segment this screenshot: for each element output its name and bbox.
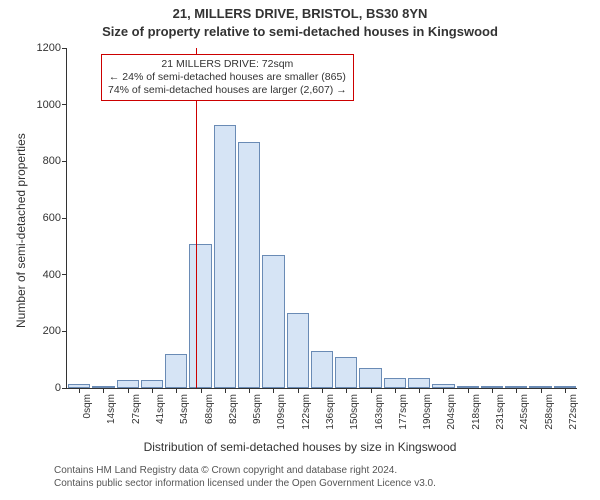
y-tick-label: 400 [43, 269, 61, 281]
y-axis-label: Number of semi-detached properties [14, 133, 28, 328]
x-tick-label: 27sqm [131, 394, 142, 424]
footer-line: Contains public sector information licen… [54, 477, 436, 490]
histogram-bar [238, 142, 260, 389]
x-tick [371, 388, 372, 393]
x-axis-label: Distribution of semi-detached houses by … [0, 440, 600, 454]
x-tick [176, 388, 177, 393]
attribution-footer: Contains HM Land Registry data © Crown c… [54, 464, 436, 490]
annotation-line: 21 MILLERS DRIVE: 72sqm [108, 58, 347, 71]
y-tick-label: 1000 [37, 99, 61, 111]
histogram-bar [384, 378, 406, 388]
x-tick-label: 245sqm [519, 394, 530, 430]
x-tick [225, 388, 226, 393]
x-tick [346, 388, 347, 393]
x-tick [492, 388, 493, 393]
x-tick-label: 218sqm [471, 394, 482, 430]
x-tick [273, 388, 274, 393]
histogram-bar [262, 255, 284, 388]
x-tick-label: 122sqm [301, 394, 312, 430]
x-tick [541, 388, 542, 393]
x-tick-label: 204sqm [446, 394, 457, 430]
histogram-bar [311, 351, 333, 388]
x-tick-label: 258sqm [544, 394, 555, 430]
histogram-bar [117, 380, 139, 389]
y-tick [62, 218, 67, 219]
y-tick-label: 0 [55, 382, 61, 394]
x-tick [298, 388, 299, 393]
x-tick-label: 177sqm [398, 394, 409, 430]
histogram-bar [359, 368, 381, 388]
y-tick [62, 161, 67, 162]
x-tick-label: 82sqm [228, 394, 239, 424]
x-tick-label: 150sqm [349, 394, 360, 430]
x-tick-label: 41sqm [155, 394, 166, 424]
histogram-bar [214, 125, 236, 389]
y-tick [62, 388, 67, 389]
x-tick-label: 190sqm [422, 394, 433, 430]
histogram-bar [165, 354, 187, 388]
x-tick-label: 109sqm [276, 394, 287, 430]
x-tick [79, 388, 80, 393]
x-tick-label: 68sqm [204, 394, 215, 424]
x-tick [419, 388, 420, 393]
x-tick [516, 388, 517, 393]
y-tick-label: 200 [43, 325, 61, 337]
x-tick [201, 388, 202, 393]
histogram-bar [189, 244, 211, 389]
y-tick-label: 800 [43, 155, 61, 167]
x-tick-label: 136sqm [325, 394, 336, 430]
x-tick-label: 272sqm [568, 394, 579, 430]
y-tick-label: 1200 [37, 42, 61, 54]
x-tick-label: 0sqm [82, 394, 93, 418]
annotation-line: 74% of semi-detached houses are larger (… [108, 84, 347, 97]
x-tick [395, 388, 396, 393]
x-tick [128, 388, 129, 393]
x-tick-label: 95sqm [252, 394, 263, 424]
x-tick [443, 388, 444, 393]
y-tick [62, 274, 67, 275]
footer-line: Contains HM Land Registry data © Crown c… [54, 464, 436, 477]
x-tick-label: 14sqm [106, 394, 117, 424]
x-tick-label: 231sqm [495, 394, 506, 430]
chart-subtitle: Size of property relative to semi-detach… [0, 24, 600, 39]
x-tick [468, 388, 469, 393]
y-tick [62, 331, 67, 332]
x-tick-label: 54sqm [179, 394, 190, 424]
plot-area: 020040060080010001200 0sqm14sqm27sqm41sq… [66, 48, 577, 389]
histogram-bar [141, 380, 163, 389]
x-tick [152, 388, 153, 393]
x-tick-label: 163sqm [374, 394, 385, 430]
annotation-line: ← 24% of semi-detached houses are smalle… [108, 71, 347, 84]
chart-supertitle: 21, MILLERS DRIVE, BRISTOL, BS30 8YN [0, 6, 600, 21]
histogram-bar [287, 313, 309, 388]
y-tick-label: 600 [43, 212, 61, 224]
x-tick [249, 388, 250, 393]
x-tick [103, 388, 104, 393]
x-tick [565, 388, 566, 393]
y-tick [62, 48, 67, 49]
annotation-box: 21 MILLERS DRIVE: 72sqm ← 24% of semi-de… [101, 54, 354, 101]
histogram-bar [335, 357, 357, 388]
y-tick [62, 104, 67, 105]
x-tick [322, 388, 323, 393]
histogram-bar [408, 378, 430, 388]
